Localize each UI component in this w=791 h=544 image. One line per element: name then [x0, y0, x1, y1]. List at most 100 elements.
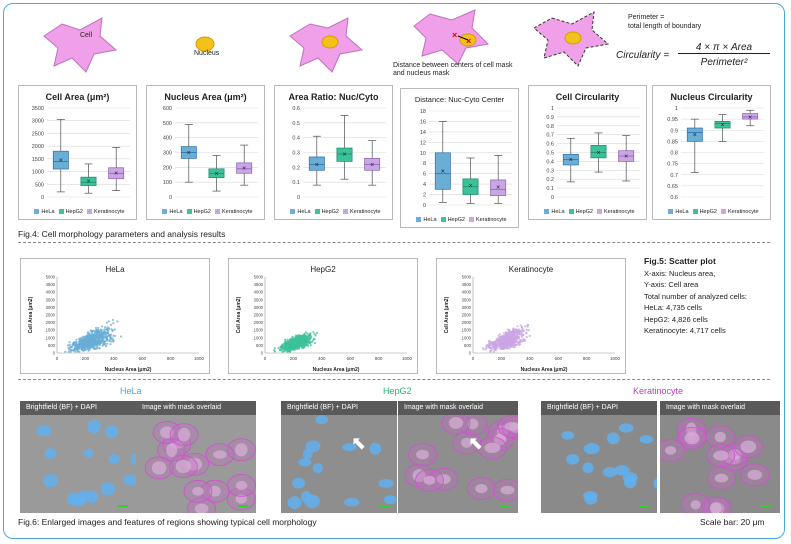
box-keratinocyte: [742, 113, 759, 120]
mean-marker: ×: [624, 154, 628, 161]
legend-swatch: [568, 209, 574, 215]
y-tick-label: 2000: [46, 320, 56, 325]
mean-marker: ×: [86, 179, 90, 186]
y-tick-label: 4500: [462, 282, 472, 287]
chart-legend: HeLa HepG2 Keratinocyte: [529, 209, 646, 215]
legend-label: HeLa: [41, 209, 55, 215]
y-tick-label: 600: [163, 106, 172, 112]
y-tick-label: 4500: [254, 282, 264, 287]
legend-swatch: [58, 209, 64, 215]
chart-title: Cell Area (μm²): [45, 92, 110, 102]
box-hepg2: [336, 147, 353, 162]
y-tick-label: 0.4: [546, 159, 554, 165]
fig5-title: Fig.5: Scatter plot: [644, 256, 716, 266]
scale-bar: [118, 505, 128, 507]
nucleus-shape: [195, 36, 215, 52]
fig5-line: HeLa: 4,735 cells: [644, 303, 702, 312]
y-tick-label: 3000: [46, 305, 56, 310]
legend-label: HeLa: [675, 209, 689, 215]
y-tick-label: 0.1: [292, 180, 300, 186]
y-tick-label: 500: [35, 182, 44, 188]
y-tick-label: 0.95: [667, 117, 678, 123]
y-tick-label: 2000: [254, 320, 264, 325]
boxplot-chart: Nucleus Area (μm²) 600 500 400 300 200 100 0 × × ×…: [146, 85, 265, 220]
image-label: Brightfield (BF) + DAPI: [20, 401, 136, 415]
x-tick-label: 800: [375, 356, 383, 361]
formula-numerator: 4 × π × Area: [678, 42, 770, 54]
fig5-line: HepG2: 4,826 cells: [644, 314, 708, 324]
y-tick-label: 14: [420, 130, 426, 136]
mask-overlay-image: ⬉ Image with mask overlaid: [398, 401, 518, 513]
y-tick-label: 0.7: [670, 173, 678, 179]
scale-bar: [762, 505, 772, 507]
formula-lhs: Circularity =: [616, 50, 670, 61]
nucleus-label: Nucleus: [194, 50, 220, 57]
y-tick-label: 1500: [46, 328, 56, 333]
mean-marker: ×: [748, 114, 752, 121]
scatter-points: [272, 330, 318, 353]
legend-swatch: [692, 209, 698, 215]
perimeter-caption-1: Perimeter =: [628, 14, 665, 21]
chart-title: HeLa: [105, 265, 125, 274]
mean-marker: ×: [441, 169, 445, 176]
chart-legend: HeLa HepG2 Keratinocyte: [653, 209, 770, 215]
mean-marker: ×: [496, 185, 500, 192]
brightfield-dapi-image: Brightfield (BF) + DAPI: [20, 401, 136, 513]
boxplot-chart: Cell Area (μm²) 3500 3000 2500 2000 1500 1000 5…: [18, 85, 137, 220]
y-tick-label: 1: [675, 106, 678, 112]
y-tick-label: 0: [53, 351, 56, 356]
x-tick-label: 200: [498, 356, 506, 361]
legend-swatch: [343, 209, 348, 215]
y-axis-label: Cell Area (μm2): [444, 296, 450, 333]
legend-label: HepG2: [575, 209, 593, 215]
boxplot-chart: Cell Circularity 1 0.9 0.8 0.7 0.6 0.5 0.4 0.3 0.…: [528, 85, 647, 220]
formula-denominator: Perimeter²: [700, 57, 748, 68]
mean-marker: ×: [315, 162, 319, 169]
image-label: Brightfield (BF) + DAPI: [541, 401, 657, 415]
y-tick-label: 0.5: [292, 121, 300, 127]
chart-title: HepG2: [310, 265, 336, 274]
chart-title: Distance: Nuc-Cyto Center: [414, 95, 505, 104]
y-tick-label: 6: [423, 172, 426, 178]
mean-marker: ×: [720, 122, 724, 129]
brightfield-dapi-image: Brightfield (BF) + DAPI: [541, 401, 657, 513]
y-tick-label: 4000: [46, 290, 56, 295]
fig5-line: Y-axis: Cell area: [644, 280, 699, 289]
scatter-chart-keratinocyte: Keratinocyte 5000 4500 4000 3500 3000 2500 2000…: [436, 258, 626, 374]
box-hela: [308, 156, 325, 171]
brightfield-dapi-image: ⬉ Brightfield (BF) + DAPI: [281, 401, 397, 513]
x-tick-label: 0: [56, 356, 59, 361]
legend-swatch: [34, 209, 40, 215]
legend-swatch: [469, 217, 474, 223]
mean-marker: ×: [468, 183, 472, 190]
legend-label: HeLa: [423, 217, 437, 223]
y-tick-label: 4500: [46, 282, 56, 287]
mean-marker: ×: [214, 171, 218, 178]
scatter-points: [64, 318, 123, 353]
legend-swatch: [597, 209, 602, 215]
mask-overlay-image: Image with mask overlaid: [660, 401, 780, 513]
chart-title: Area Ratio: Nuc/Cyto: [288, 92, 379, 102]
legend-label: Keratinocyte: [94, 209, 125, 215]
image-label: Image with mask overlaid: [660, 401, 780, 415]
boxplot-chart: Area Ratio: Nuc/Cyto 0.6 0.5 0.4 0.3 0.2 0.1 0 ×…: [274, 85, 393, 220]
fig5-line: Keratinocyte: 4,717 cells: [644, 326, 726, 335]
x-tick-label: 1000: [402, 356, 413, 361]
legend-swatch: [215, 209, 220, 215]
y-tick-label: 2500: [254, 313, 264, 318]
y-tick-label: 2: [423, 193, 426, 199]
scatter-points: [481, 323, 531, 353]
y-tick-label: 8: [423, 161, 426, 167]
y-tick-label: 0.5: [546, 151, 554, 157]
legend-swatch: [721, 209, 726, 215]
scale-bar: [639, 505, 649, 507]
y-tick-label: 200: [163, 165, 172, 171]
y-tick-label: 16: [420, 119, 426, 125]
y-tick-label: 0: [297, 195, 300, 201]
legend-label: HepG2: [699, 209, 717, 215]
scatter-chart-hepg2: HepG2 5000 4500 4000 3500 3000 2500 2000 1500 100…: [228, 258, 418, 374]
y-tick-label: 1000: [46, 335, 56, 340]
fig6-hepg2-title: HepG2: [383, 386, 412, 396]
box-hepg2: [714, 120, 731, 129]
chart-legend: HeLa HepG2 Keratinocyte: [401, 217, 518, 223]
